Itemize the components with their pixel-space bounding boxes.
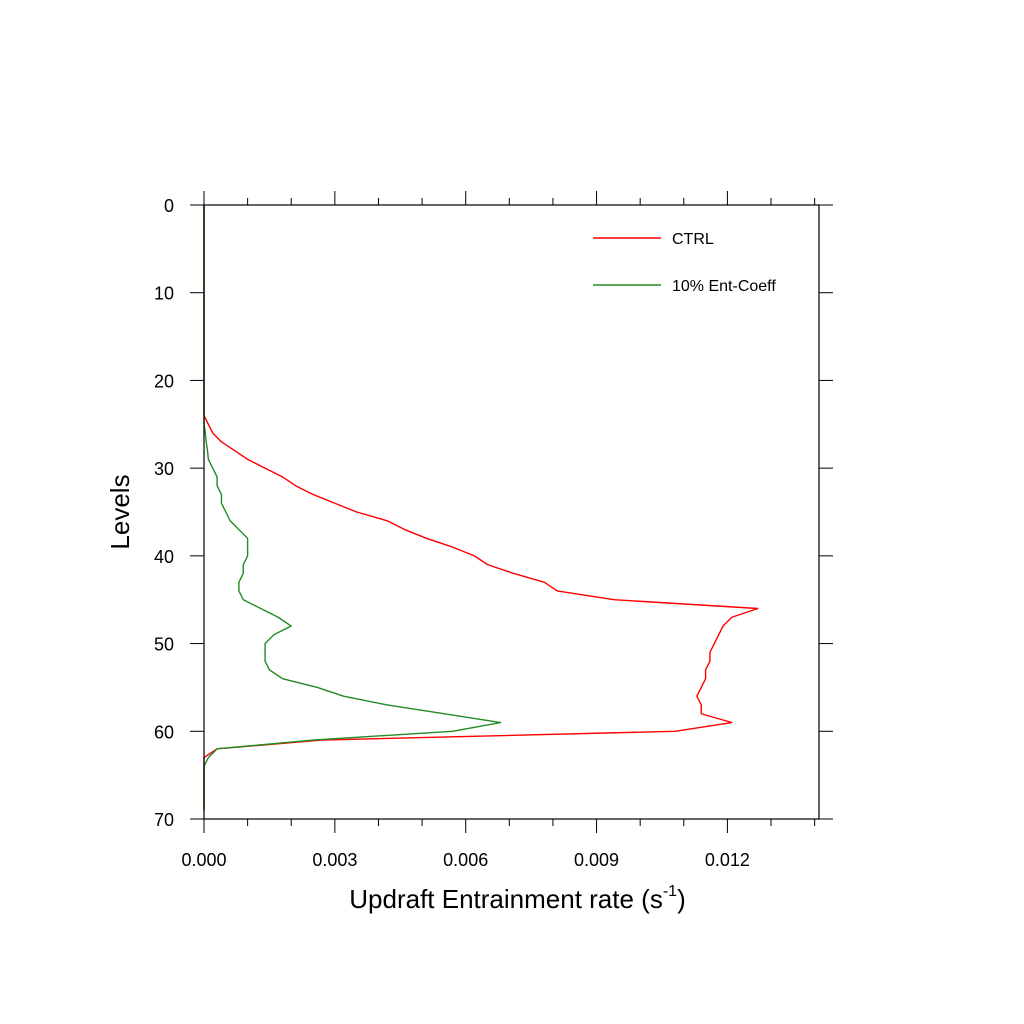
plot-frame <box>203 204 820 820</box>
x-tick-label: 0.009 <box>574 850 619 870</box>
y-tick-label: 30 <box>154 459 174 479</box>
x-tick-label: 0.006 <box>443 850 488 870</box>
y-tick-label: 20 <box>154 371 174 391</box>
y-tick-label: 70 <box>154 810 174 830</box>
legend: CTRL 10% Ent-Coeff <box>593 231 776 295</box>
ticks-layer <box>190 191 833 833</box>
x-tick-label: 0.012 <box>705 850 750 870</box>
series-layer <box>203 205 759 811</box>
y-tick-label: 60 <box>154 722 174 742</box>
x-tick-label: 0.000 <box>181 850 226 870</box>
x-axis-title-superscript: -1 <box>663 883 677 900</box>
legend-label-ctrl: CTRL <box>672 231 714 248</box>
legend-label-ent-coeff: 10% Ent-Coeff <box>672 278 776 295</box>
y-axis-title: Levels <box>105 474 135 549</box>
y-tick-label: 10 <box>154 284 174 304</box>
y-tick-label: 40 <box>154 547 174 567</box>
series-line-ent-coeff <box>203 205 502 811</box>
x-axis-title-main: Updraft Entrainment rate (s <box>349 884 663 914</box>
tick-labels-layer: 0.000 0.003 0.006 0.009 0.012 0 10 20 30 40 50 60 70 <box>154 196 750 870</box>
y-tick-label: 0 <box>164 196 174 216</box>
x-axis-title-close: ) <box>677 884 686 914</box>
x-axis-title: Updraft Entrainment rate (s-1) <box>349 883 685 914</box>
y-tick-label: 50 <box>154 635 174 655</box>
x-tick-label: 0.003 <box>312 850 357 870</box>
